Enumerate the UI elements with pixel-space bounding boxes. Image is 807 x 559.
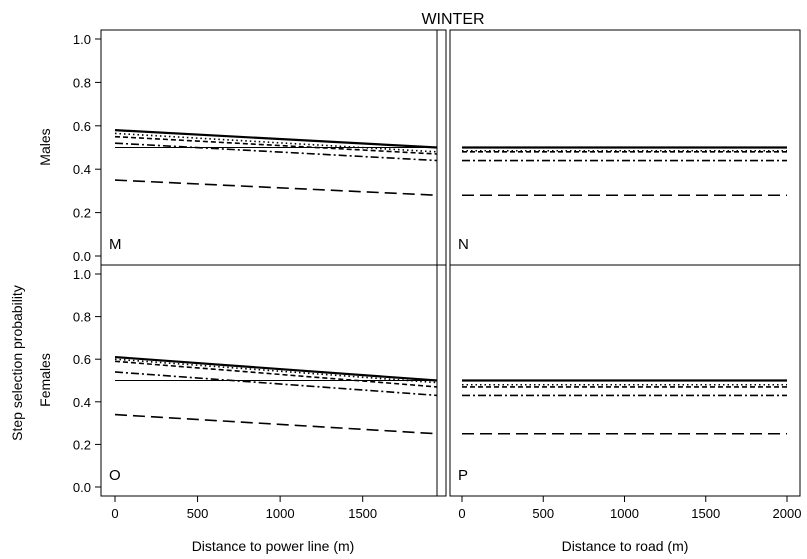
panel-o-y-tick-label: 0.4 (73, 395, 91, 410)
panel-o-x-tick-label: 0 (111, 506, 118, 521)
panel-m-series-solid-thick (114, 129, 438, 149)
panel-o-x-tick-label: 500 (187, 506, 209, 521)
panel-m-y-tick-label: 0.6 (73, 119, 91, 134)
panel-m-y-tick-label: 0.4 (73, 162, 91, 177)
panel-o-series-dashed-long (114, 413, 438, 435)
panel-o-series-dashed-short (114, 360, 438, 388)
panel-o-y-tick-label: 0.2 (73, 437, 91, 452)
figure-title: WINTER (421, 11, 484, 28)
panel-o-series-dash-dot (114, 371, 438, 397)
panel-o-y-tick-label: 0.6 (73, 352, 91, 367)
panel-o-frame (100, 264, 447, 497)
panel-o-y-tick-label: 0.8 (73, 310, 91, 325)
panel-o-x-tick-label: 1500 (348, 506, 377, 521)
panel-p-x-tick-label: 0 (458, 506, 465, 521)
x-axis-label-power-line: Distance to power line (m) (192, 538, 355, 554)
panel-o-label: O (109, 467, 121, 484)
row-label-females: Females (37, 353, 53, 407)
panel-m-y-tick-label: 0.2 (73, 206, 91, 221)
panel-m-series-dash-dot (114, 142, 438, 162)
panel-m-series-dashed-short (114, 135, 438, 155)
y-axis-label: Step selection probability (9, 285, 25, 441)
panel-o-y-tick-label: 1.0 (73, 267, 91, 282)
panel-m-series-dashed-long (114, 179, 438, 197)
panel-m-y-tick-label: 1.0 (73, 32, 91, 47)
panel-p-label: P (458, 467, 468, 484)
panel-o-series-solid-thick (114, 355, 438, 382)
panel-p-x-tick-label: 2000 (773, 506, 802, 521)
panel-p-x-tick-label: 500 (532, 506, 554, 521)
panel-o-series-dotted (114, 358, 438, 384)
panel-m-series-dotted (114, 132, 438, 153)
panel-p-x-tick-label: 1000 (610, 506, 639, 521)
panel-m-y-tick-label: 0.8 (73, 75, 91, 90)
row-label-males: Males (37, 128, 53, 165)
panel-p-x-tick-label: 1500 (691, 506, 720, 521)
panel-o-x-tick-label: 1000 (266, 506, 295, 521)
panel-n-label: N (458, 236, 469, 253)
x-axis-label-road: Distance to road (m) (562, 538, 689, 554)
panel-o-y-tick-label: 0.0 (73, 480, 91, 495)
panel-m-label: M (109, 236, 122, 253)
panel-m-y-tick-label: 0.0 (73, 249, 91, 264)
